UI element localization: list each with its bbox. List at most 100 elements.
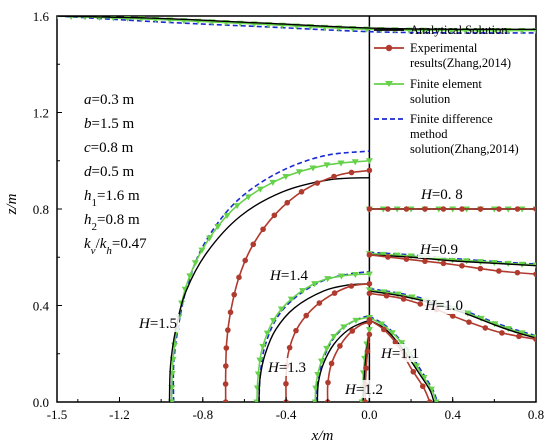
fdm-curve-h-1-3 — [315, 315, 370, 402]
contour-label: H=1.1 — [380, 346, 419, 362]
exp-marker — [298, 189, 305, 195]
fem-marker — [413, 363, 421, 370]
fem-marker — [323, 162, 331, 169]
contour-label: H=1.4 — [269, 268, 309, 284]
x-axis-label: x/m — [311, 428, 334, 444]
fem-marker — [244, 194, 252, 201]
fem-curve-h-1-5 — [170, 159, 370, 402]
exp-marker — [419, 383, 426, 390]
exp-marker — [410, 368, 417, 375]
exp-marker — [331, 290, 338, 296]
contour-label-bg — [266, 358, 309, 376]
fdm-curve-h-1-6 — [57, 16, 536, 34]
parameter-label: h1=1.6 m — [84, 188, 140, 209]
legend: Analytical Solution Experimentalresults(Z… — [374, 23, 519, 156]
contour-label: H=1.2 — [344, 382, 383, 398]
exp-marker — [422, 258, 428, 265]
exp-marker — [533, 336, 536, 343]
fem-marker — [311, 281, 319, 288]
fem-marker — [378, 321, 386, 328]
exp-marker — [325, 379, 331, 386]
analytical-curve-h-0-9 — [369, 254, 536, 267]
contour-label: H=0.9 — [419, 242, 458, 258]
exp-marker — [349, 328, 356, 334]
fem-marker — [314, 371, 322, 378]
fem-marker — [398, 340, 406, 347]
x-tick-label: 0.4 — [445, 407, 462, 422]
fem-marker — [186, 273, 194, 280]
fem-marker — [420, 375, 428, 382]
fem-marker — [388, 330, 396, 337]
contour-label: H=1.3 — [267, 360, 306, 376]
fem-marker — [407, 253, 415, 260]
y-tick-label: 1.6 — [33, 9, 50, 24]
fem-marker — [287, 296, 295, 303]
exp-marker — [514, 206, 521, 212]
exp-marker — [222, 363, 229, 369]
exp-marker — [482, 325, 489, 331]
contour-label: H=0. 8 — [420, 187, 463, 203]
fem-marker — [352, 317, 360, 324]
fem-marker — [351, 272, 359, 279]
exp-marker — [385, 254, 391, 260]
legend-marker — [385, 81, 393, 87]
exp-marker — [366, 331, 373, 338]
exp-marker — [331, 173, 337, 180]
exp-marker — [348, 283, 355, 289]
exp-marker — [514, 269, 521, 276]
fem-marker — [191, 260, 199, 267]
exp-marker — [516, 333, 522, 340]
x-tick-label: -0.4 — [276, 407, 297, 422]
fem-marker — [324, 276, 332, 283]
exp-marker — [283, 380, 289, 387]
exp-marker — [496, 268, 502, 274]
fem-marker — [365, 271, 373, 278]
contour-label-bg — [379, 344, 422, 362]
exp-marker — [337, 343, 343, 349]
exp-marker — [403, 206, 410, 212]
exp-marker — [466, 319, 472, 325]
exp-marker — [426, 399, 433, 402]
exp-marker — [314, 180, 321, 186]
exp-marker — [222, 399, 229, 402]
exp-marker — [222, 381, 229, 387]
exp-marker — [459, 262, 465, 269]
exp-curve-h-0-9 — [369, 254, 536, 275]
exp-marker — [366, 280, 373, 287]
fem-marker — [309, 165, 317, 172]
exp-marker — [293, 327, 299, 334]
x-tick-label: 0.8 — [528, 407, 544, 422]
exp-marker — [385, 206, 391, 212]
exp-marker — [348, 169, 355, 176]
exp-marker — [364, 348, 371, 355]
exp-marker — [223, 345, 230, 351]
exp-marker — [422, 206, 428, 212]
fem-curve-h-1-3 — [314, 316, 370, 402]
exp-marker — [260, 226, 266, 233]
fem-marker — [337, 160, 345, 167]
exp-marker — [225, 327, 231, 333]
fem-marker — [323, 345, 331, 352]
exp-marker — [284, 199, 291, 206]
y-tick-label: 0.0 — [33, 395, 49, 410]
legend-marker — [385, 44, 393, 52]
legend-label: Finite element — [410, 77, 482, 91]
fem-marker — [256, 186, 264, 193]
y-tick-label: 1.2 — [33, 106, 49, 121]
exp-marker — [440, 206, 447, 212]
legend-label: method — [410, 127, 448, 141]
exp-marker — [362, 399, 369, 402]
fem-marker — [365, 327, 373, 334]
x-tick-label: 0.0 — [361, 407, 377, 422]
fem-marker — [330, 334, 338, 341]
exp-marker — [366, 206, 373, 212]
legend-label: solution(Zhang,2014) — [410, 142, 519, 156]
x-tick-label: -1.5 — [47, 407, 68, 422]
exp-marker — [250, 241, 257, 248]
analytical-curve-h-1-6 — [57, 16, 536, 31]
parameter-label: h2=0.8 m — [84, 212, 140, 233]
contour-label-bg — [137, 314, 180, 332]
exp-marker — [417, 301, 424, 307]
contour-label-bg — [419, 185, 465, 203]
